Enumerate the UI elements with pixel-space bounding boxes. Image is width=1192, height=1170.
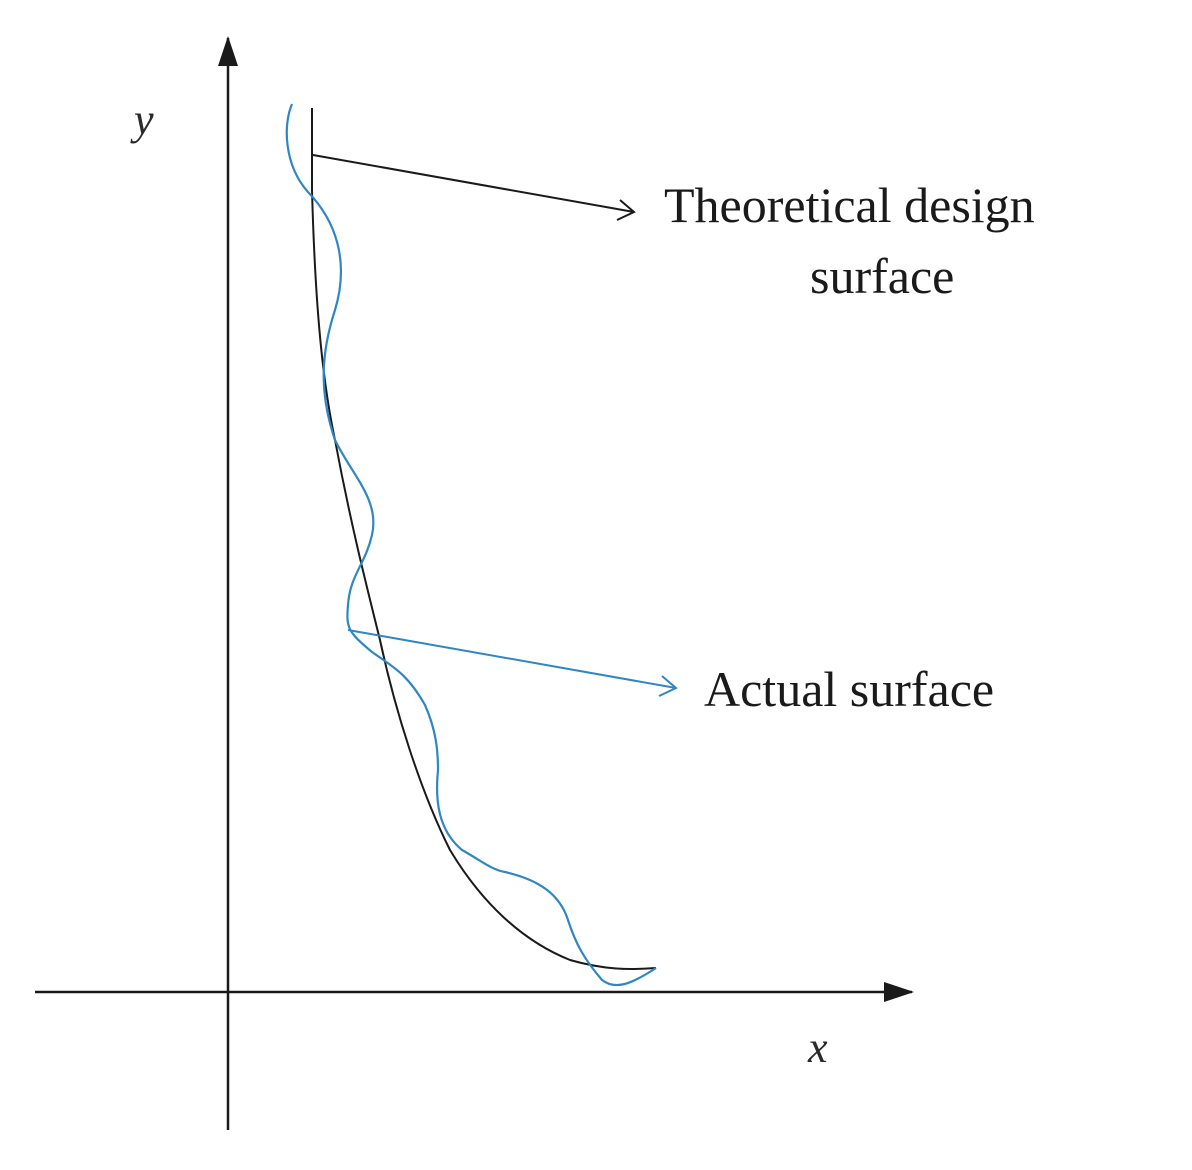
- actual-leader: [347, 629, 678, 697]
- actual-leader-arrowhead: [658, 675, 678, 697]
- actual-surface-curve: [285, 103, 657, 987]
- axes: x y: [35, 36, 914, 1130]
- theoretical-leader: [312, 154, 636, 221]
- theoretical-design-surface-curve: [311, 108, 657, 971]
- theoretical-leader-line: [312, 154, 635, 213]
- theoretical-label-line1: Theoretical design: [664, 177, 1035, 233]
- actual-leader-line: [347, 629, 677, 689]
- y-axis-label: y: [130, 95, 154, 144]
- actual-surface-label: Actual surface: [704, 661, 994, 717]
- theoretical-label-line2: surface: [810, 248, 954, 304]
- theoretical-leader-arrowhead: [616, 199, 636, 221]
- x-axis-label: x: [807, 1023, 828, 1072]
